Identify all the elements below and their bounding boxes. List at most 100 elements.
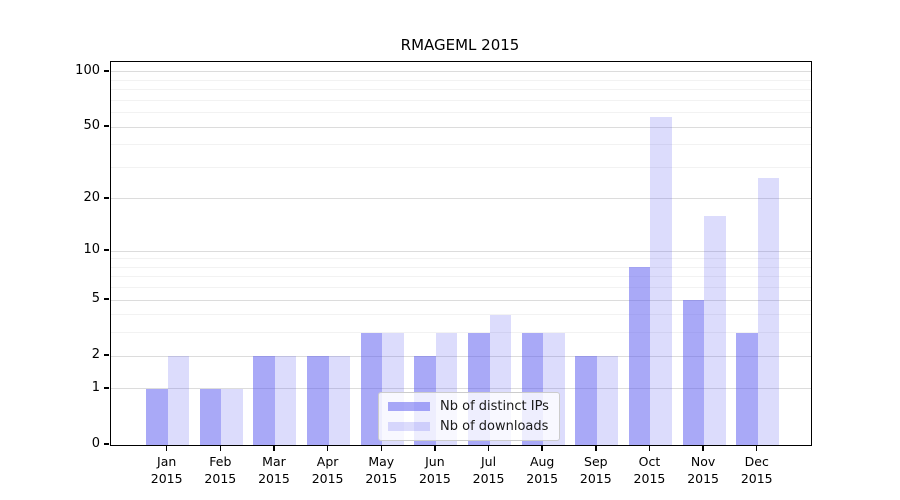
- y-tick-label-2: 2: [91, 347, 100, 363]
- x-tick-mark: [648, 445, 651, 451]
- x-tick-mark: [434, 445, 436, 451]
- bar-nb-of-downloads-feb: [221, 388, 243, 445]
- x-tick-year: 2015: [687, 471, 719, 486]
- x-tick-month: Feb: [209, 454, 232, 469]
- legend-item-distinct-ips: Nb of distinct IPs: [388, 399, 549, 414]
- gridline-7: [111, 276, 811, 278]
- bar-nb-of-distinct-ips-oct: [628, 267, 651, 445]
- x-tick-mark: [273, 445, 275, 451]
- x-tick-month: Apr: [316, 454, 339, 469]
- legend-swatch-distinct-ips: [388, 402, 430, 411]
- y-tick-mark: [103, 197, 109, 199]
- x-tick-month: Aug: [529, 454, 555, 469]
- legend-swatch-downloads: [388, 422, 430, 431]
- x-tick-year: 2015: [204, 471, 237, 486]
- x-tick-mark: [326, 445, 329, 451]
- gridline-70: [111, 99, 811, 101]
- legend: Nb of distinct IPs Nb of downloads: [378, 392, 560, 441]
- x-tick-mark: [487, 445, 490, 451]
- x-tick-label-nov: Nov 2015: [687, 453, 719, 487]
- x-tick-year: 2015: [526, 471, 559, 486]
- x-tick-mark: [595, 445, 597, 451]
- x-tick-label-sep: Sep 2015: [580, 453, 612, 487]
- x-tick-month: Dec: [744, 454, 769, 469]
- x-tick-year: 2015: [150, 471, 183, 486]
- y-tick-label-1: 1: [91, 379, 100, 395]
- chart-title: RMAGEML 2015: [400, 36, 520, 54]
- x-tick-label-jun: Jun 2015: [419, 453, 451, 487]
- x-tick-month: Oct: [638, 454, 661, 469]
- legend-label: Nb of downloads: [440, 419, 549, 434]
- bar-nb-of-distinct-ips-nov: [682, 300, 705, 445]
- bar-nb-of-downloads-oct: [650, 116, 672, 445]
- gridline-50: [111, 126, 811, 128]
- gridline-30: [111, 166, 811, 168]
- bar-nb-of-distinct-ips-jan: [146, 388, 168, 445]
- gridline-90: [111, 79, 811, 81]
- x-tick-year: 2015: [365, 471, 398, 486]
- gridline-9: [111, 258, 811, 260]
- bar-nb-of-downloads-apr: [328, 356, 351, 445]
- x-tick-year: 2015: [311, 471, 344, 486]
- x-tick-year: 2015: [740, 471, 773, 486]
- gridline-3: [111, 332, 811, 334]
- x-tick-label-may: May 2015: [365, 453, 397, 487]
- bar-nb-of-distinct-ips-may: [360, 332, 383, 445]
- x-tick-mark: [702, 445, 704, 451]
- y-tick-label-100: 100: [75, 62, 100, 78]
- bar-nb-of-downloads-mar: [274, 356, 297, 445]
- legend-label: Nb of distinct IPs: [440, 399, 549, 414]
- gridline-5: [111, 299, 811, 301]
- x-tick-month: Mar: [262, 454, 286, 469]
- gridline-60: [111, 112, 811, 114]
- x-tick-year: 2015: [633, 471, 666, 486]
- x-tick-year: 2015: [258, 471, 290, 486]
- y-tick-mark: [103, 70, 109, 72]
- gridline-100: [111, 71, 811, 73]
- x-tick-mark: [219, 445, 222, 451]
- x-tick-label-jan: Jan 2015: [151, 453, 183, 487]
- bar-nb-of-distinct-ips-feb: [199, 388, 222, 445]
- y-tick-label-10: 10: [83, 242, 100, 258]
- gridline-8: [111, 266, 811, 268]
- x-tick-year: 2015: [418, 471, 451, 486]
- y-tick-mark: [103, 443, 109, 445]
- y-tick-mark: [103, 387, 109, 389]
- x-tick-mark: [380, 445, 382, 451]
- x-tick-month: Jun: [425, 454, 445, 469]
- bar-nb-of-distinct-ips-apr: [307, 356, 329, 445]
- x-tick-label-jul: Jul 2015: [473, 453, 505, 487]
- y-tick-mark: [103, 125, 109, 127]
- y-tick-label-5: 5: [91, 291, 100, 307]
- y-tick-label-50: 50: [83, 118, 100, 134]
- x-tick-label-feb: Feb 2015: [204, 453, 236, 487]
- x-tick-label-oct: Oct 2015: [634, 453, 666, 487]
- gridline-1: [111, 388, 811, 390]
- y-tick-label-20: 20: [83, 189, 100, 205]
- bar-nb-of-downloads-nov: [704, 215, 726, 445]
- plot-area: [110, 61, 812, 446]
- gridline-6: [111, 287, 811, 289]
- gridline-40: [111, 144, 811, 146]
- x-tick-year: 2015: [472, 471, 505, 486]
- legend-item-downloads: Nb of downloads: [388, 419, 549, 434]
- bar-nb-of-downloads-dec: [757, 178, 780, 445]
- x-tick-mark: [755, 445, 758, 451]
- gridline-10: [111, 250, 811, 252]
- bar-nb-of-distinct-ips-mar: [253, 356, 275, 445]
- x-tick-month: Nov: [690, 454, 716, 469]
- gridline-80: [111, 89, 811, 91]
- x-tick-year: 2015: [579, 471, 612, 486]
- gridline-20: [111, 198, 811, 200]
- y-tick-mark: [103, 354, 109, 356]
- x-tick-mark: [541, 445, 543, 451]
- x-tick-label-mar: Mar 2015: [258, 453, 290, 487]
- x-tick-label-apr: Apr 2015: [312, 453, 344, 487]
- x-tick-label-aug: Aug 2015: [526, 453, 558, 487]
- bar-nb-of-distinct-ips-dec: [736, 332, 758, 445]
- bar-nb-of-downloads-sep: [596, 356, 619, 445]
- x-tick-month: Sep: [584, 454, 608, 469]
- y-tick-mark: [103, 249, 109, 251]
- x-tick-month: Jan: [157, 454, 177, 469]
